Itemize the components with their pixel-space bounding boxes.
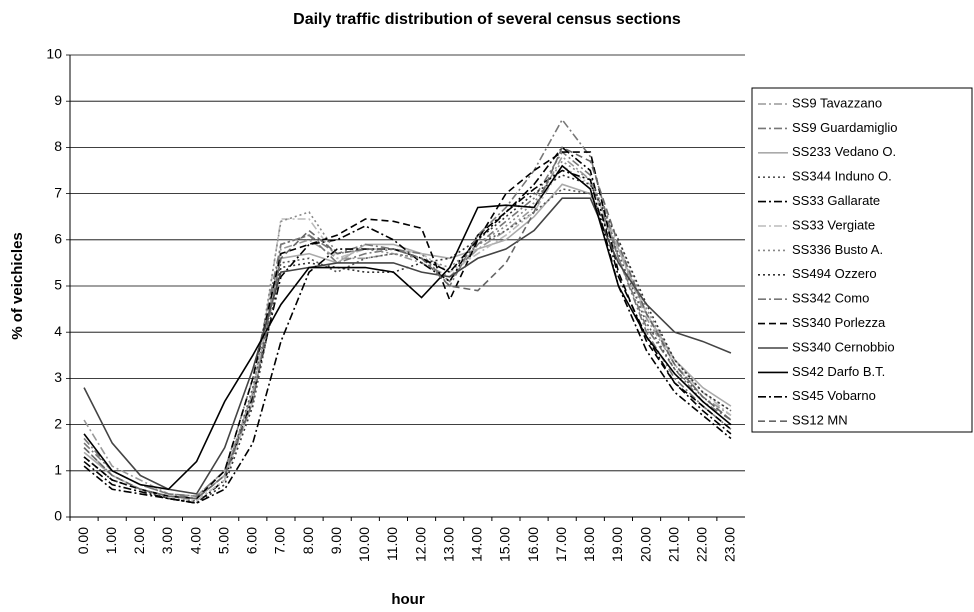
legend-label: SS45 Vobarno <box>792 388 876 403</box>
x-tick-label: 0.00 <box>75 527 91 554</box>
series-line <box>83 164 732 491</box>
x-tick-label: 2.00 <box>131 527 147 554</box>
legend-label: SS9 Guardamiglio <box>792 120 898 135</box>
legend-label: SS342 Como <box>792 291 869 306</box>
x-tick-label: 19.00 <box>609 527 625 562</box>
x-tick-label: 21.00 <box>665 527 681 562</box>
legend-label: SS344 Induno O. <box>792 169 892 184</box>
x-tick-label: 18.00 <box>581 527 597 562</box>
x-tick-label: 3.00 <box>159 527 175 554</box>
x-tick-label: 10.00 <box>356 527 372 562</box>
series-line <box>83 183 732 500</box>
x-tick-label: 6.00 <box>244 527 260 554</box>
x-tick-label: 11.00 <box>384 527 400 561</box>
series-line <box>83 151 732 500</box>
legend-label: SS9 Tavazzano <box>792 95 882 110</box>
legend-box <box>751 87 973 433</box>
x-tick-label: 13.00 <box>440 527 456 562</box>
y-tick-label: 10 <box>46 46 62 62</box>
y-tick-label: 9 <box>54 92 62 108</box>
legend-label: SS336 Busto A. <box>792 242 883 257</box>
series-line <box>83 146 732 500</box>
x-tick-label: 22.00 <box>694 527 710 562</box>
legend-label: SS340 Cernobbio <box>792 339 895 354</box>
legend-label: SS233 Vedano O. <box>792 144 896 159</box>
x-tick-label: 14.00 <box>469 527 485 562</box>
x-tick-label: 5.00 <box>215 527 231 554</box>
series-line <box>83 155 732 498</box>
series-line <box>83 169 732 504</box>
x-tick-label: 23.00 <box>722 527 738 562</box>
x-tick-label: 12.00 <box>412 527 428 562</box>
x-tick-label: 7.00 <box>272 527 288 554</box>
series-line <box>83 188 732 502</box>
x-tick-label: 8.00 <box>300 527 316 554</box>
x-tick-label: 20.00 <box>637 527 653 562</box>
y-tick-label: 0 <box>54 508 62 524</box>
y-tick-label: 5 <box>54 277 62 293</box>
x-tick-label: 15.00 <box>497 527 513 562</box>
series-line <box>83 164 732 502</box>
legend-label: SS494 Ozzero <box>792 266 877 281</box>
x-tick-label: 4.00 <box>187 527 203 554</box>
x-tick-label: 1.00 <box>103 527 119 554</box>
series-line <box>83 146 732 504</box>
x-tick-label: 9.00 <box>328 527 344 554</box>
x-tick-label: 16.00 <box>525 527 541 562</box>
y-tick-label: 4 <box>54 323 62 339</box>
legend-label: SS42 Darfo B.T. <box>792 364 885 379</box>
y-tick-label: 7 <box>54 184 62 200</box>
x-tick-label: 17.00 <box>553 527 569 562</box>
series-line <box>83 197 732 495</box>
legend-label: SS340 Porlezza <box>792 315 886 330</box>
y-tick-label: 8 <box>54 138 62 154</box>
y-tick-label: 6 <box>54 231 62 247</box>
y-tick-label: 2 <box>54 415 62 431</box>
y-tick-label: 3 <box>54 369 62 385</box>
series-line <box>83 150 732 500</box>
legend-label: SS12 MN <box>792 413 848 428</box>
x-axis-title: hour <box>391 591 424 608</box>
legend-label: SS33 Vergiate <box>792 217 875 232</box>
legend-label: SS33 Gallarate <box>792 193 880 208</box>
y-axis-title: % of veichicles <box>9 232 26 340</box>
series-line <box>83 160 732 500</box>
y-tick-label: 1 <box>54 462 62 478</box>
chart-title: Daily traffic distribution of several ce… <box>293 11 681 28</box>
